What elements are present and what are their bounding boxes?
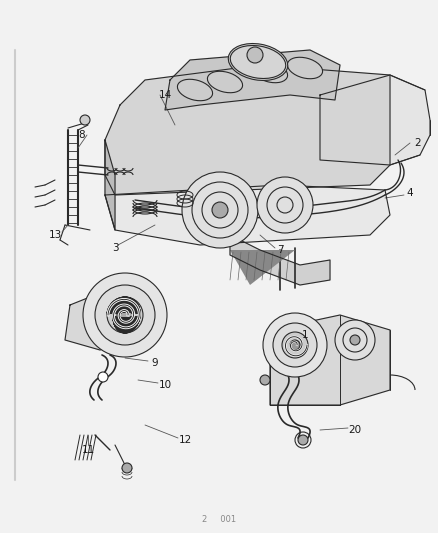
Circle shape <box>350 335 360 345</box>
Ellipse shape <box>252 61 288 83</box>
Polygon shape <box>320 75 430 165</box>
Ellipse shape <box>230 45 286 78</box>
Polygon shape <box>230 235 330 285</box>
Text: 14: 14 <box>159 90 172 100</box>
Circle shape <box>122 463 132 473</box>
Circle shape <box>263 313 327 377</box>
Circle shape <box>212 202 228 218</box>
Text: 9: 9 <box>152 358 158 368</box>
Polygon shape <box>105 65 390 195</box>
Text: 2     001: 2 001 <box>202 515 236 524</box>
Polygon shape <box>230 250 295 285</box>
Text: 10: 10 <box>159 380 172 390</box>
Text: 20: 20 <box>349 425 361 435</box>
Text: 3: 3 <box>112 243 118 253</box>
Text: 8: 8 <box>79 130 85 140</box>
Ellipse shape <box>208 71 243 93</box>
Circle shape <box>282 332 308 358</box>
Circle shape <box>83 273 167 357</box>
Circle shape <box>298 435 308 445</box>
Ellipse shape <box>177 79 212 101</box>
Circle shape <box>290 340 300 350</box>
Circle shape <box>257 177 313 233</box>
Text: 13: 13 <box>48 230 62 240</box>
Ellipse shape <box>287 57 322 79</box>
Ellipse shape <box>228 44 288 80</box>
Polygon shape <box>105 140 115 230</box>
Text: 7: 7 <box>277 245 283 255</box>
Circle shape <box>182 172 258 248</box>
Text: 4: 4 <box>407 188 413 198</box>
Circle shape <box>273 323 317 367</box>
Text: 2: 2 <box>415 138 421 148</box>
Text: 12: 12 <box>178 435 192 445</box>
Circle shape <box>80 115 90 125</box>
Text: 11: 11 <box>81 445 95 455</box>
Circle shape <box>98 372 108 382</box>
Text: 1: 1 <box>302 330 308 340</box>
Polygon shape <box>270 315 390 405</box>
Circle shape <box>117 307 133 323</box>
Circle shape <box>107 297 143 333</box>
Circle shape <box>247 47 263 63</box>
Polygon shape <box>105 185 390 245</box>
Circle shape <box>260 375 270 385</box>
Polygon shape <box>65 285 150 350</box>
Circle shape <box>335 320 375 360</box>
Polygon shape <box>165 50 340 110</box>
Circle shape <box>95 285 155 345</box>
